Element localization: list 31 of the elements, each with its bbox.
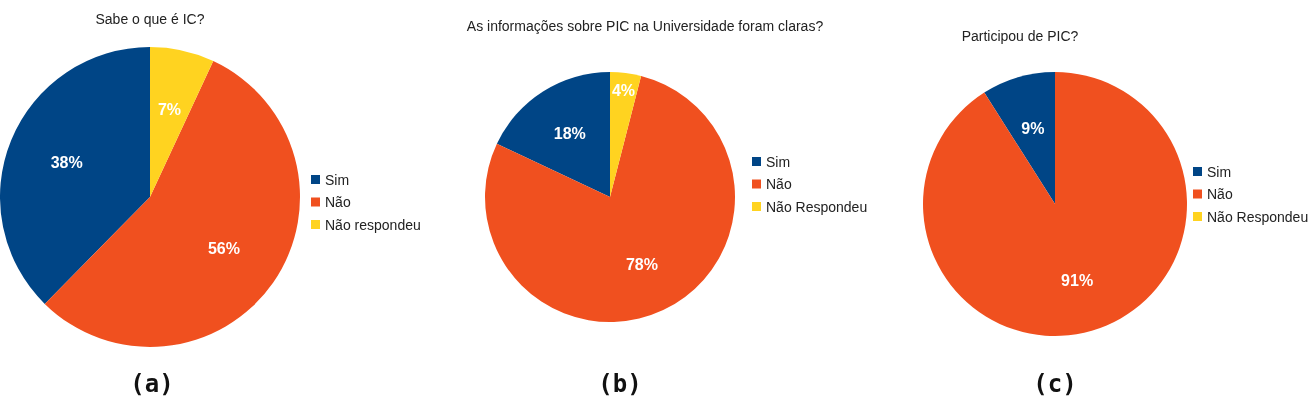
legend-label: Sim [1207, 163, 1232, 180]
legend-label: Não Respondeu [766, 198, 868, 215]
pie-slice [150, 47, 214, 197]
legend-label: Sim [325, 171, 350, 188]
pie-slice [485, 75, 735, 322]
legend-label: Não Respondeu [1207, 208, 1309, 225]
data-label: 91% [1061, 271, 1094, 289]
legend-label: Não [325, 194, 351, 211]
text: (c) [1033, 370, 1077, 398]
data-label: 7% [157, 100, 181, 118]
pie-slice [923, 72, 1187, 336]
text: (b) [598, 370, 642, 398]
chart-title: As informações sobre PIC na Universidade foram claras? [466, 18, 824, 34]
data-label: 56% [207, 239, 240, 257]
data-label: 9% [1021, 119, 1045, 137]
pie-slice [44, 61, 300, 347]
data-label: 78% [625, 256, 658, 274]
data-label: 4% [611, 81, 636, 99]
legend-label: Não respondeu [325, 216, 421, 233]
pie-slice [610, 72, 642, 197]
data-label: 38% [50, 154, 83, 172]
legend-label: Sim [766, 153, 791, 170]
pie-slice [0, 47, 150, 304]
legend-label: Não [766, 176, 792, 193]
pie-slice [496, 72, 610, 197]
chart-title: Sabe o que é IC? [95, 11, 205, 27]
pie-slice [984, 72, 1055, 204]
chart-title: Participou de PIC? [961, 28, 1079, 44]
legend-label: Não [1207, 186, 1233, 203]
data-label: 18% [553, 125, 586, 143]
text: (a) [130, 370, 174, 398]
